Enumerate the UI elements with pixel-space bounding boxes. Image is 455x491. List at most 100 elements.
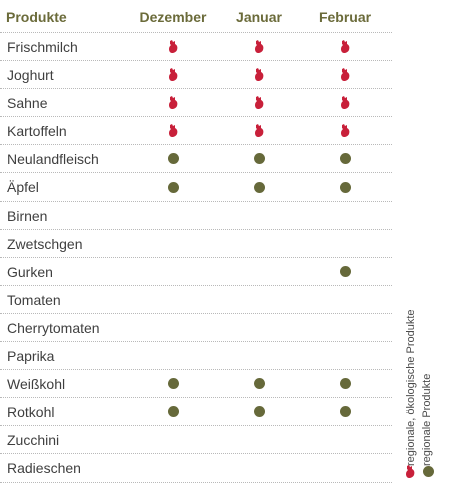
- header-products: Produkte: [6, 9, 67, 25]
- dot-icon: [167, 181, 179, 193]
- dot-icon: [167, 378, 179, 390]
- rooster-icon: [255, 95, 264, 109]
- header-month-february: Februar: [318, 9, 372, 25]
- product-name: Äpfel: [7, 179, 39, 196]
- month-cell: [335, 202, 355, 229]
- product-name: Radieschen: [7, 460, 81, 477]
- month-cell: [335, 398, 355, 425]
- table-row: Weißkohl: [0, 370, 392, 399]
- table-row: Birnen: [0, 202, 392, 230]
- table-row: Cherrytomaten: [0, 314, 392, 343]
- month-cell: [249, 398, 269, 425]
- table-row: Neulandfleisch: [0, 145, 392, 174]
- month-cell: [335, 342, 355, 369]
- month-cell: [163, 342, 183, 369]
- month-cell: [163, 398, 183, 425]
- month-cell: [249, 173, 269, 200]
- header-month-january: Januar: [236, 9, 282, 25]
- month-cell: [335, 173, 355, 200]
- product-name: Kartoffeln: [7, 123, 67, 140]
- product-name: Rotkohl: [7, 404, 55, 421]
- month-cell: [163, 370, 183, 397]
- table-body: Frischmilch Joghurt Sahne Kartoffeln Neuland…: [0, 33, 392, 483]
- dot-icon: [253, 406, 265, 418]
- month-cell: [249, 370, 269, 397]
- table-row: Rotkohl: [0, 398, 392, 427]
- month-cell: [335, 117, 355, 144]
- month-cell: [163, 61, 183, 88]
- month-cell: [335, 145, 355, 172]
- month-cell: [163, 117, 183, 144]
- month-cell: [249, 145, 269, 172]
- month-cell: [249, 258, 269, 285]
- table-row: Sahne: [0, 89, 392, 118]
- rooster-icon: [341, 39, 350, 53]
- legend-label-regional-bio: regionale, ökologische Produkte: [405, 309, 417, 466]
- month-cell: [249, 454, 269, 481]
- dot-icon: [339, 265, 351, 277]
- rooster-icon: [341, 95, 350, 109]
- legend-dot-icon: [423, 466, 434, 477]
- month-cell: [335, 426, 355, 453]
- month-cell: [163, 89, 183, 116]
- month-cell: [335, 258, 355, 285]
- dot-icon: [339, 181, 351, 193]
- dot-icon: [167, 153, 179, 165]
- month-cell: [163, 33, 183, 60]
- month-cell: [335, 286, 355, 313]
- month-cell: [163, 145, 183, 172]
- product-name: Gurken: [7, 263, 53, 280]
- table-row: Zwetschgen: [0, 230, 392, 258]
- month-cell: [335, 314, 355, 341]
- month-cell: [163, 230, 183, 257]
- rooster-icon: [169, 123, 178, 137]
- table-row: Paprika: [0, 342, 392, 371]
- header-month-december: Dezember: [139, 9, 207, 25]
- month-cell: [249, 117, 269, 144]
- month-cell: [335, 89, 355, 116]
- table-row: Kartoffeln: [0, 117, 392, 146]
- rooster-icon: [255, 39, 264, 53]
- rooster-icon: [341, 67, 350, 81]
- month-cell: [335, 230, 355, 257]
- product-name: Cherrytomaten: [7, 319, 100, 336]
- month-cell: [249, 314, 269, 341]
- dot-icon: [339, 153, 351, 165]
- month-cell: [249, 61, 269, 88]
- month-cell: [249, 342, 269, 369]
- table-header: Produkte Dezember Januar Februar: [0, 0, 392, 33]
- month-cell: [249, 426, 269, 453]
- product-name: Paprika: [7, 348, 55, 365]
- month-cell: [335, 454, 355, 481]
- table-row: Tomaten: [0, 286, 392, 314]
- table-row: Zucchini: [0, 426, 392, 455]
- month-cell: [163, 426, 183, 453]
- month-cell: [335, 61, 355, 88]
- table-row: Joghurt: [0, 61, 392, 90]
- table-row: Frischmilch: [0, 33, 392, 62]
- month-cell: [335, 370, 355, 397]
- month-cell: [163, 454, 183, 481]
- product-name: Zwetschgen: [7, 235, 83, 252]
- month-cell: [163, 202, 183, 229]
- dot-icon: [167, 406, 179, 418]
- month-cell: [163, 173, 183, 200]
- legend-rooster-icon: [406, 465, 415, 478]
- product-name: Zucchini: [7, 432, 60, 449]
- month-cell: [163, 258, 183, 285]
- product-name: Neulandfleisch: [7, 151, 99, 168]
- month-cell: [335, 33, 355, 60]
- product-name: Sahne: [7, 95, 48, 112]
- month-cell: [163, 314, 183, 341]
- dot-icon: [253, 378, 265, 390]
- month-cell: [249, 33, 269, 60]
- legend-label-regional: regionale Produkte: [421, 373, 433, 466]
- rooster-icon: [169, 39, 178, 53]
- rooster-icon: [255, 123, 264, 137]
- product-name: Birnen: [7, 207, 48, 224]
- month-cell: [249, 230, 269, 257]
- rooster-icon: [169, 67, 178, 81]
- table-row: Gurken: [0, 258, 392, 286]
- product-name: Joghurt: [7, 67, 54, 84]
- table-row: Äpfel: [0, 173, 392, 202]
